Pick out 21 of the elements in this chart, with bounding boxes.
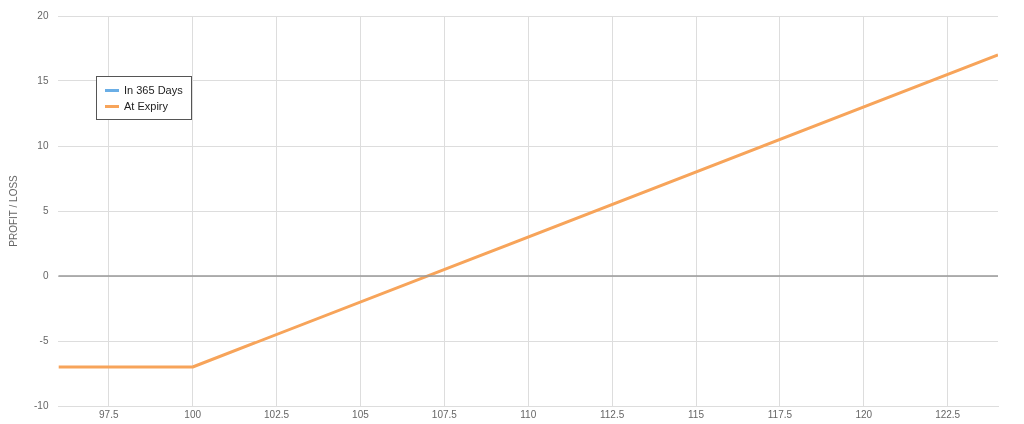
x-tick-label: 122.5 [935, 408, 961, 420]
x-tick-label: 120 [855, 408, 873, 420]
legend-label: At Expiry [124, 99, 169, 114]
y-axis-title: PROFIT / LOSS [7, 174, 19, 247]
y-tick-label: 20 [37, 9, 49, 21]
x-tick-label: 97.5 [99, 408, 119, 420]
x-tick-label: 115 [688, 408, 705, 420]
y-tick-label: 10 [37, 139, 49, 151]
y-tick-label: 15 [37, 74, 49, 86]
y-tick-label: 0 [42, 269, 49, 281]
x-tick-label: 100 [184, 408, 202, 420]
x-tick-label: 105 [352, 408, 370, 420]
x-tick-label: 117.5 [767, 408, 793, 420]
y-tick-label: -10 [34, 399, 49, 411]
legend-label: In 365 Days [124, 83, 183, 98]
y-tick-label: -5 [39, 334, 49, 346]
x-tick-label: 102.5 [264, 408, 290, 420]
y-tick-label: 5 [42, 204, 49, 216]
x-tick-label: 107.5 [431, 408, 458, 420]
x-tick-label: 110 [520, 408, 537, 420]
x-tick-label: 112.5 [599, 408, 625, 420]
